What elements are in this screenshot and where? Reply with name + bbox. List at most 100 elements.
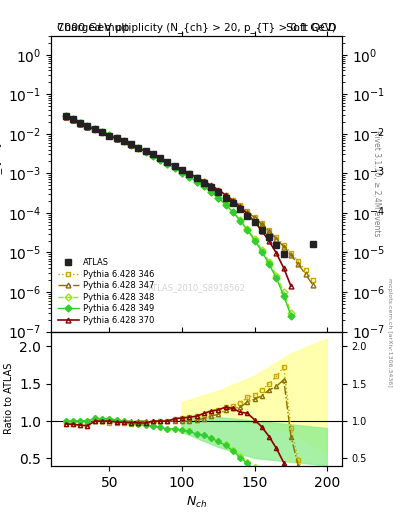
Pythia 6.428 347 xyxy=(252,215,257,221)
Pythia 6.428 348 xyxy=(281,289,286,295)
Pythia 6.428 346 xyxy=(209,182,213,188)
Pythia 6.428 347 xyxy=(223,193,228,199)
Title: Charged multiplicity (N_{ch} > 20, p_{T} > 0.1 GeV): Charged multiplicity (N_{ch} > 20, p_{T}… xyxy=(57,23,336,33)
ATLAS xyxy=(100,129,105,135)
ATLAS xyxy=(274,242,279,248)
Pythia 6.428 348 xyxy=(187,174,192,180)
Pythia 6.428 347 xyxy=(143,148,148,154)
Pythia 6.428 348 xyxy=(216,195,221,201)
ATLAS xyxy=(85,123,90,129)
Pythia 6.428 370 xyxy=(194,174,199,180)
Pythia 6.428 346 xyxy=(143,148,148,155)
Pythia 6.428 347 xyxy=(209,183,213,189)
Pythia 6.428 346 xyxy=(245,208,250,214)
Pythia 6.428 349 xyxy=(114,135,119,141)
Pythia 6.428 347 xyxy=(202,179,206,185)
ATLAS xyxy=(158,155,163,161)
Text: mcplots.cern.ch [arXiv:1306.3436]: mcplots.cern.ch [arXiv:1306.3436] xyxy=(387,279,391,387)
ATLAS xyxy=(129,141,134,147)
Pythia 6.428 348 xyxy=(180,169,184,176)
Pythia 6.428 349 xyxy=(107,132,112,138)
Pythia 6.428 348 xyxy=(158,157,163,163)
Pythia 6.428 349 xyxy=(267,261,272,267)
ATLAS xyxy=(238,206,242,212)
Pythia 6.428 346 xyxy=(71,117,75,123)
Pythia 6.428 347 xyxy=(296,261,301,267)
Pythia 6.428 347 xyxy=(165,159,170,165)
Pythia 6.428 348 xyxy=(107,132,112,138)
Pythia 6.428 348 xyxy=(231,208,235,215)
ATLAS xyxy=(281,251,286,258)
Pythia 6.428 370 xyxy=(129,142,134,148)
Pythia 6.428 349 xyxy=(238,218,242,224)
Pythia 6.428 349 xyxy=(216,195,221,201)
Pythia 6.428 346 xyxy=(216,187,221,193)
Pythia 6.428 346 xyxy=(78,121,83,127)
Pythia 6.428 370 xyxy=(267,238,272,244)
Text: ATLAS_2010_S8918562: ATLAS_2010_S8918562 xyxy=(147,283,246,292)
Pythia 6.428 347 xyxy=(151,152,155,158)
Pythia 6.428 370 xyxy=(136,145,141,151)
ATLAS xyxy=(107,133,112,139)
Pythia 6.428 348 xyxy=(165,161,170,167)
Pythia 6.428 347 xyxy=(173,163,177,169)
Pythia 6.428 348 xyxy=(209,189,213,195)
Pythia 6.428 347 xyxy=(63,113,68,119)
Text: 7000 GeV pp: 7000 GeV pp xyxy=(57,23,129,33)
Pythia 6.428 370 xyxy=(238,204,242,210)
Pythia 6.428 346 xyxy=(274,234,279,241)
Pythia 6.428 348 xyxy=(143,149,148,155)
ATLAS xyxy=(78,120,83,126)
Pythia 6.428 370 xyxy=(274,250,279,257)
Pythia 6.428 347 xyxy=(180,167,184,173)
Pythia 6.428 347 xyxy=(303,271,308,278)
Pythia 6.428 346 xyxy=(180,166,184,173)
Pythia 6.428 346 xyxy=(252,214,257,220)
ATLAS xyxy=(121,138,126,144)
Line: Pythia 6.428 346: Pythia 6.428 346 xyxy=(63,114,315,283)
Text: Rivet 3.1.10, ≥ 2.4M events: Rivet 3.1.10, ≥ 2.4M events xyxy=(372,131,381,237)
Pythia 6.428 349 xyxy=(121,138,126,144)
Pythia 6.428 349 xyxy=(136,145,141,152)
Pythia 6.428 370 xyxy=(158,155,163,161)
Pythia 6.428 349 xyxy=(209,189,213,195)
Pythia 6.428 348 xyxy=(114,135,119,141)
Pythia 6.428 370 xyxy=(187,170,192,177)
Pythia 6.428 346 xyxy=(100,129,105,135)
Pythia 6.428 349 xyxy=(223,202,228,208)
Pythia 6.428 347 xyxy=(121,138,126,144)
Pythia 6.428 349 xyxy=(260,248,264,254)
Pythia 6.428 370 xyxy=(121,138,126,144)
Pythia 6.428 347 xyxy=(85,123,90,129)
Pythia 6.428 370 xyxy=(107,133,112,139)
ATLAS xyxy=(136,144,141,151)
Pythia 6.428 349 xyxy=(252,238,257,244)
ATLAS xyxy=(165,159,170,165)
ATLAS xyxy=(202,180,206,186)
Pythia 6.428 346 xyxy=(303,267,308,273)
Pythia 6.428 347 xyxy=(114,135,119,141)
Pythia 6.428 370 xyxy=(252,219,257,225)
Pythia 6.428 346 xyxy=(151,152,155,158)
Pythia 6.428 347 xyxy=(245,209,250,215)
Pythia 6.428 349 xyxy=(187,174,192,180)
Pythia 6.428 349 xyxy=(85,123,90,129)
Pythia 6.428 346 xyxy=(202,178,206,184)
Pythia 6.428 348 xyxy=(136,145,141,152)
Pythia 6.428 348 xyxy=(173,165,177,171)
ATLAS xyxy=(71,116,75,122)
Pythia 6.428 348 xyxy=(202,183,206,189)
Pythia 6.428 346 xyxy=(165,159,170,165)
Pythia 6.428 349 xyxy=(143,149,148,155)
Pythia 6.428 370 xyxy=(143,148,148,155)
Pythia 6.428 347 xyxy=(260,221,264,227)
Pythia 6.428 349 xyxy=(92,125,97,132)
Pythia 6.428 346 xyxy=(231,197,235,203)
Pythia 6.428 347 xyxy=(92,126,97,133)
Pythia 6.428 370 xyxy=(288,283,293,289)
Pythia 6.428 370 xyxy=(231,198,235,204)
Pythia 6.428 370 xyxy=(180,166,184,173)
Pythia 6.428 346 xyxy=(223,192,228,198)
Pythia 6.428 346 xyxy=(281,242,286,248)
Pythia 6.428 346 xyxy=(296,258,301,264)
